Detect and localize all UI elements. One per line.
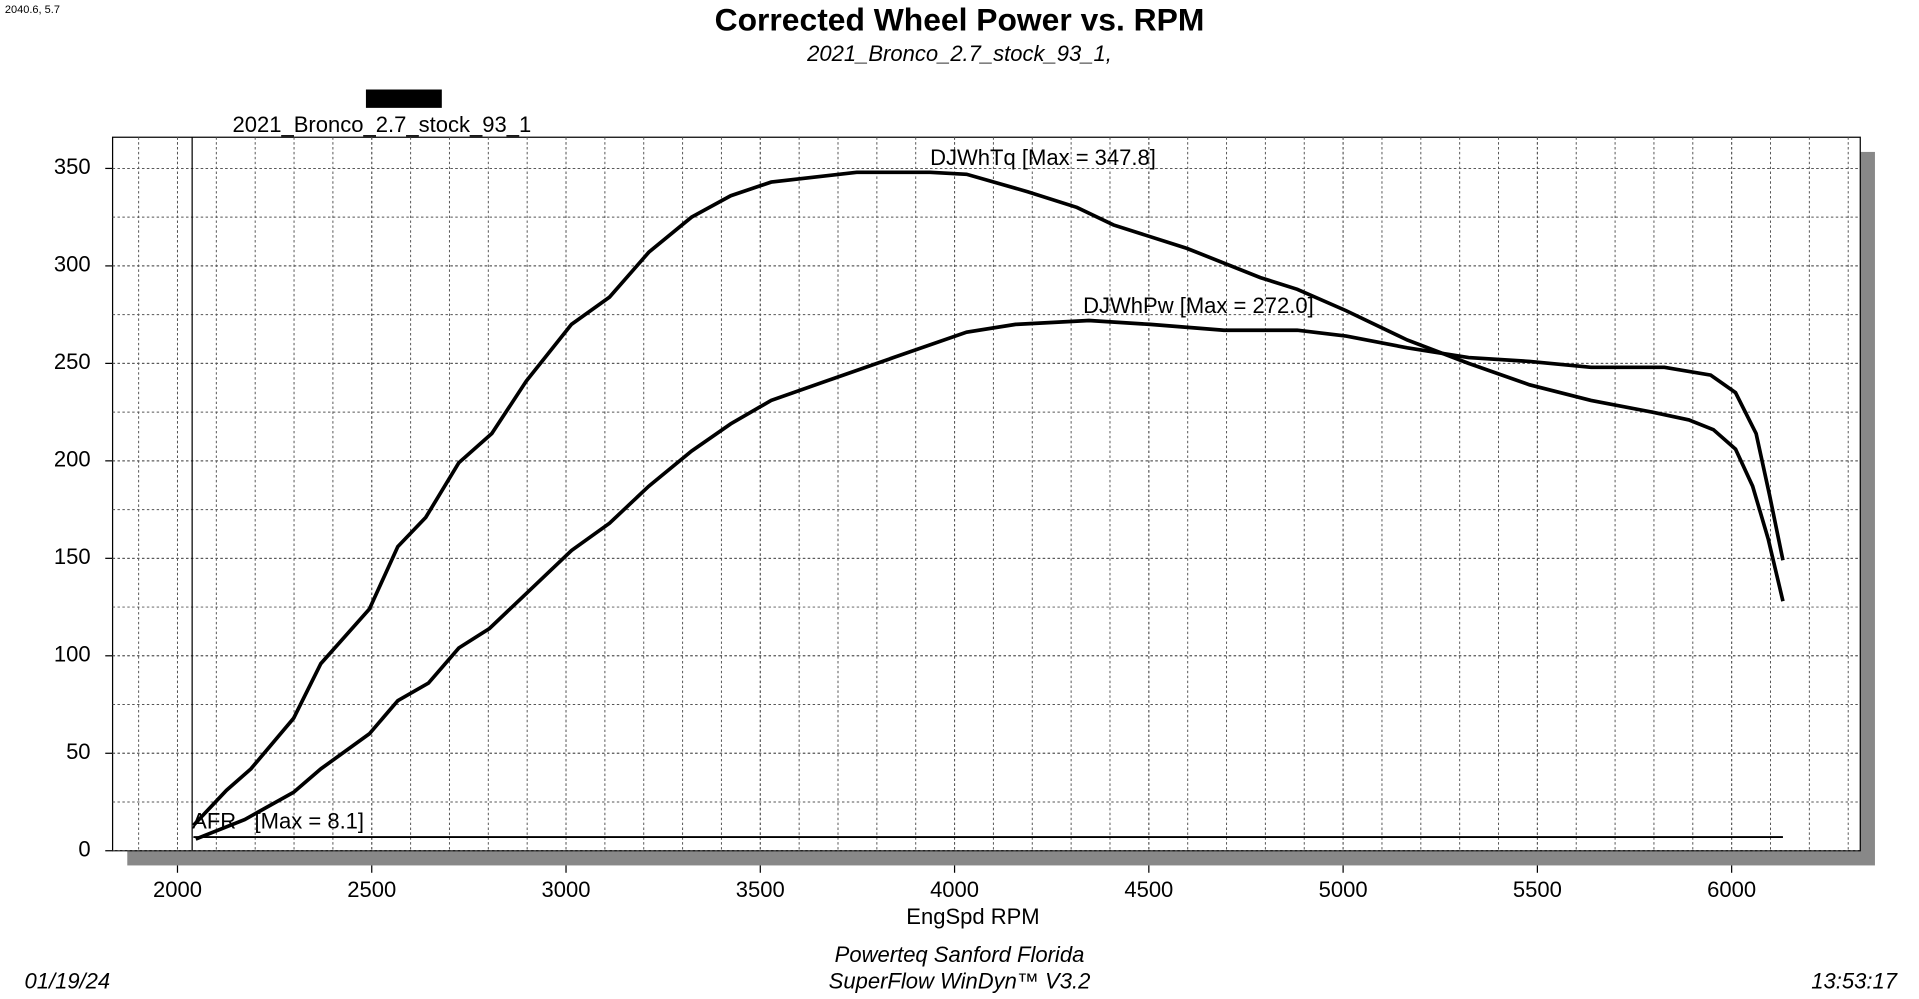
- series-line: [195, 318, 1785, 841]
- x-tick-label: 5000: [1319, 877, 1368, 902]
- chart-title: Corrected Wheel Power vs. RPM: [715, 2, 1205, 38]
- y-tick-label: 150: [54, 544, 91, 569]
- y-tick-label: 250: [54, 349, 91, 374]
- series-annotation: AFR [Max = 8.1]: [192, 808, 364, 833]
- series-annotation: DJWhPw [Max = 272.0]: [1083, 293, 1314, 318]
- x-tick-label: 4500: [1124, 877, 1173, 902]
- legend-swatch: [365, 89, 442, 108]
- y-tick-label: 350: [54, 154, 91, 179]
- y-tick-label: 300: [54, 252, 91, 277]
- x-tick-label: 6000: [1707, 877, 1756, 902]
- y-tick-label: 0: [78, 837, 90, 862]
- y-tick-label: 100: [54, 642, 91, 667]
- footer-software: SuperFlow WinDyn™ V3.2: [829, 969, 1091, 994]
- plot-area: [111, 136, 1861, 852]
- legend-label: 2021_Bronco_2.7_stock_93_1: [233, 112, 532, 137]
- footer-time: 13:53:17: [1811, 969, 1897, 994]
- series-line: [192, 170, 1785, 827]
- cursor-readout: 2040.6, 5.7: [5, 4, 60, 16]
- x-axis-label: EngSpd RPM: [906, 904, 1039, 929]
- x-tick-label: 5500: [1513, 877, 1562, 902]
- y-tick-label: 200: [54, 447, 91, 472]
- y-tick-label: 50: [66, 739, 91, 764]
- series-annotation: DJWhTq [Max = 347.8]: [930, 145, 1156, 170]
- x-tick-label: 3000: [542, 877, 591, 902]
- x-tick-label: 2500: [347, 877, 396, 902]
- x-tick-label: 2000: [153, 877, 202, 902]
- footer-location: Powerteq Sanford Florida: [835, 942, 1085, 967]
- x-tick-label: 4000: [930, 877, 979, 902]
- chart-subtitle: 2021_Bronco_2.7_stock_93_1,: [806, 41, 1112, 66]
- x-tick-label: 3500: [736, 877, 785, 902]
- footer-date: 01/19/24: [24, 969, 110, 994]
